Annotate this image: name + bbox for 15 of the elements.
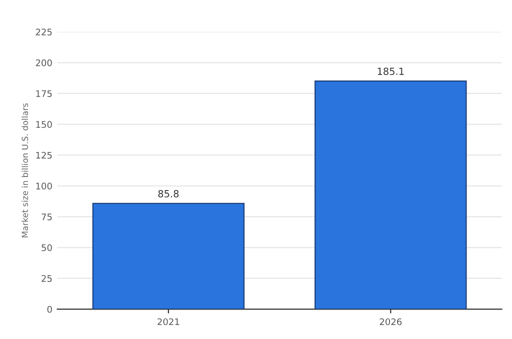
y-axis-title: Market size in billion U.S. dollars <box>22 103 28 238</box>
x-tick-label: 2026 <box>380 318 402 326</box>
y-tick-label: 225 <box>36 28 52 36</box>
data-label: 85.8 <box>158 190 179 198</box>
y-tick-label: 175 <box>36 90 52 98</box>
y-tick-label: 200 <box>36 59 52 66</box>
y-tick-label: 100 <box>36 182 52 190</box>
y-tick-label: 125 <box>36 152 52 159</box>
y-tick-label: 75 <box>42 214 52 220</box>
y-tick-label: 150 <box>36 121 52 128</box>
x-tick-label: 2021 <box>158 318 180 326</box>
data-label: 185.1 <box>378 68 404 75</box>
y-tick-label: 50 <box>42 244 52 252</box>
y-tick-label: 25 <box>42 275 52 282</box>
y-tick-label: 0 <box>47 306 52 313</box>
